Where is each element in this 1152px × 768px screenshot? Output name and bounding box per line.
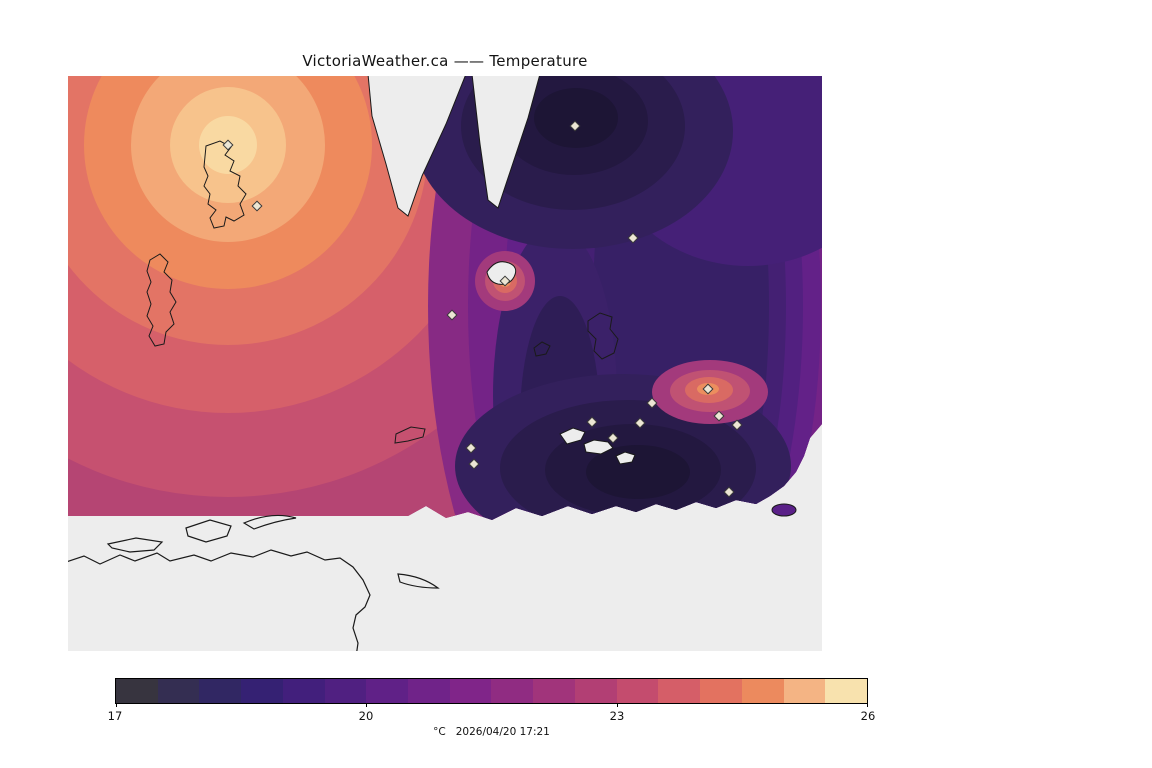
station-marker [702, 383, 714, 395]
colorbar-tickmark [366, 703, 368, 707]
colorbar-tick-labels: 17 20 23 26 [108, 709, 876, 724]
colorbar-segment [491, 679, 534, 703]
colorbar-tick-17: 17 [107, 709, 123, 723]
colorbar: 17 20 23 26 °C 2026/04/20 17:21 [108, 678, 876, 738]
station-marker [465, 442, 477, 454]
colorbar-segment [741, 679, 784, 703]
page-title: VictoriaWeather.ca —— Temperature [302, 52, 588, 70]
colorbar-segment [616, 679, 659, 703]
colorbar-segment [658, 679, 701, 703]
colorbar-segment [533, 679, 575, 703]
colorbar-tickmark [867, 703, 868, 707]
colorbar-tick-23: 23 [609, 709, 625, 723]
station-marker [251, 200, 263, 212]
colorbar-gradient [115, 678, 868, 707]
station-marker [569, 120, 581, 132]
station-marker [713, 410, 725, 422]
colorbar-segment [408, 679, 450, 703]
colorbar-segment [783, 679, 826, 703]
station-marker [468, 458, 480, 470]
lake-outlines [146, 140, 619, 444]
station-marker [731, 419, 743, 431]
colorbar-caption: °C 2026/04/20 17:21 [115, 726, 868, 738]
colorbar-segment [116, 679, 158, 703]
station-markers [222, 120, 743, 498]
colorbar-tick-26: 26 [860, 709, 876, 723]
colorbar-tickmark [116, 703, 117, 707]
colorbar-tickmark [616, 703, 618, 707]
station-marker [723, 486, 735, 498]
colorbar-segment [282, 679, 325, 703]
colorbar-segment [157, 679, 200, 703]
colorbar-segment [199, 679, 242, 703]
station-marker [222, 139, 234, 151]
colorbar-segment [449, 679, 492, 703]
offshore-island [771, 503, 797, 517]
station-marker [586, 416, 598, 428]
olympic-coastline [68, 514, 440, 651]
island-shapes [559, 427, 636, 465]
temperature-map [68, 76, 822, 651]
timestamp: 2026/04/20 17:21 [455, 726, 550, 738]
colorbar-segment [241, 679, 283, 703]
station-marker [634, 417, 646, 429]
station-marker [446, 309, 458, 321]
station-marker [646, 397, 658, 409]
colorbar-segment [324, 679, 367, 703]
temperature-field-svg [68, 76, 822, 651]
unit-label: °C [433, 726, 446, 738]
colorbar-segment [825, 679, 867, 703]
colorbar-segment [700, 679, 742, 703]
station-marker [499, 275, 511, 287]
colorbar-segment [574, 679, 617, 703]
colorbar-tick-20: 20 [358, 709, 374, 723]
colorbar-segment [366, 679, 409, 703]
station-marker [627, 232, 639, 244]
station-marker [607, 432, 619, 444]
